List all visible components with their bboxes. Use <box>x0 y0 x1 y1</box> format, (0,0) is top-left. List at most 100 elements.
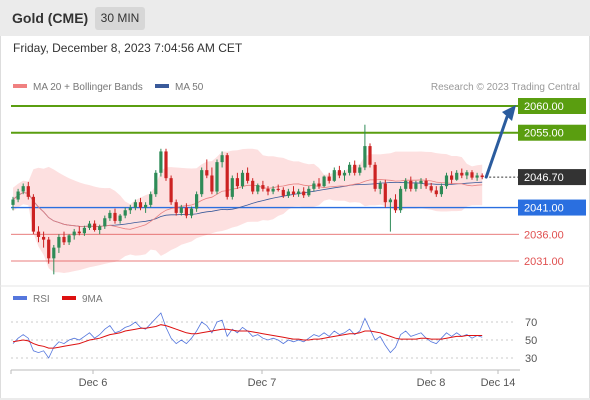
candle <box>62 231 66 245</box>
time-axis-labels: Dec 6 Dec 7 Dec 8 Dec 14 <box>10 370 516 389</box>
level-label-2041.00: 2041.00 <box>518 199 586 216</box>
candles <box>11 124 484 275</box>
candle-body <box>98 226 102 230</box>
moving-averages <box>12 179 483 230</box>
rsi-tick-label: 30 <box>525 353 537 365</box>
level-label-text: 2036.00 <box>524 229 564 241</box>
candle <box>72 228 76 240</box>
candle <box>332 167 336 182</box>
candle-body <box>332 170 336 181</box>
interval-selector[interactable]: 30 MIN <box>95 7 145 30</box>
candle <box>358 164 362 176</box>
candle-body <box>16 191 20 200</box>
level-label-text: 2060.00 <box>524 101 564 113</box>
candle <box>133 199 137 211</box>
candle <box>455 170 459 181</box>
candle <box>429 182 433 193</box>
level-label-2060.00: 2060.00 <box>518 98 586 114</box>
candle-body <box>424 180 428 187</box>
candle <box>240 170 245 189</box>
candle <box>205 159 209 179</box>
candle <box>230 175 234 200</box>
candle <box>434 186 438 197</box>
candle-body <box>465 172 469 176</box>
level-label-text: 2031.00 <box>524 256 564 268</box>
candle <box>419 178 423 189</box>
candle-body <box>82 227 86 234</box>
candle <box>16 188 20 203</box>
candle <box>414 180 418 192</box>
candle-body <box>337 170 341 176</box>
candle <box>26 181 30 200</box>
candle <box>302 187 306 198</box>
candle-body <box>72 231 76 236</box>
candle-body <box>363 146 367 168</box>
candle <box>159 148 163 177</box>
candle-body <box>240 172 245 187</box>
time-label: Dec 14 <box>481 377 516 389</box>
candle-body <box>138 202 143 208</box>
candle-body <box>358 167 362 173</box>
time-label: Dec 6 <box>79 377 108 389</box>
candle-body <box>342 172 347 176</box>
candle <box>388 197 392 232</box>
candle-body <box>291 191 296 195</box>
candle-body <box>215 162 219 192</box>
candle-body <box>312 183 316 189</box>
candle <box>42 231 46 248</box>
instrument-title: Gold (CME) <box>12 10 89 26</box>
candle <box>373 162 377 192</box>
candle-body <box>225 155 229 197</box>
candle <box>215 159 219 195</box>
candle-body <box>67 235 71 243</box>
candle <box>67 234 71 245</box>
candle-body <box>414 183 418 189</box>
candle <box>261 180 265 192</box>
candle <box>144 202 148 213</box>
candle-body <box>246 172 250 181</box>
candle-body <box>450 175 454 180</box>
forecast-arrow-shaft <box>484 115 509 179</box>
candle <box>286 188 290 198</box>
candle-body <box>184 207 188 216</box>
candle-body <box>11 199 15 205</box>
candle-body <box>475 175 479 178</box>
candle-body <box>302 191 306 196</box>
candle-body <box>154 172 158 195</box>
candle <box>184 203 188 219</box>
level-label-2031.00: 2031.00 <box>524 256 564 268</box>
candle-body <box>87 223 92 228</box>
candle-body <box>93 223 97 230</box>
candle <box>195 191 199 212</box>
candle-body <box>128 207 132 211</box>
candle-body <box>195 194 199 209</box>
candle-body <box>261 185 265 189</box>
candle <box>399 186 403 213</box>
candle <box>450 171 454 184</box>
candle <box>348 162 352 176</box>
candle <box>179 204 183 216</box>
candle-body <box>164 151 168 179</box>
candle <box>200 167 204 197</box>
candle-body <box>271 188 275 192</box>
candle-body <box>429 186 433 191</box>
candle <box>164 148 168 181</box>
candle-body <box>409 180 413 189</box>
candle <box>93 220 97 232</box>
level-label-box <box>518 98 586 114</box>
candle <box>256 183 260 195</box>
candle-body <box>276 188 280 190</box>
candle-body <box>460 172 464 176</box>
rsi-grid: 70 50 30 <box>11 317 537 365</box>
candle <box>337 165 341 179</box>
level-labels: 2060.00 2055.00 2046.70 2041.00 2036.00 2031.… <box>518 98 586 268</box>
candle <box>103 215 107 229</box>
ma20-legend-swatch <box>13 84 27 88</box>
candle <box>113 208 117 224</box>
candle <box>363 124 367 171</box>
level-label-2046.70: 2046.70 <box>518 169 586 186</box>
candle <box>118 213 122 224</box>
candle <box>31 194 35 235</box>
candle <box>123 207 127 219</box>
